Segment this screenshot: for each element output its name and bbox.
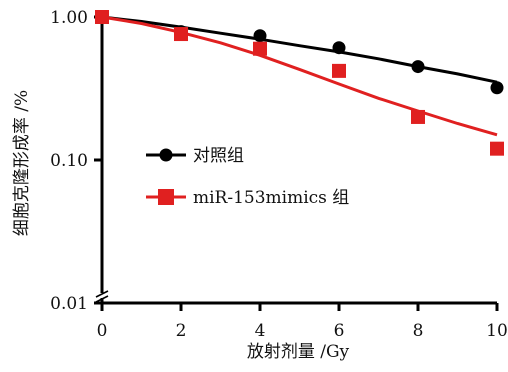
data-point-series-2 (490, 141, 504, 156)
x-tick-label: 6 (334, 321, 345, 341)
x-axis-title: 放射剂量 /Gy (247, 342, 350, 362)
legend-label-series-2: miR-153mimics 组 (193, 188, 349, 208)
y-tick-label: 0.01 (50, 294, 88, 314)
data-point-series-2 (95, 10, 109, 24)
data-point-series-1 (332, 41, 346, 55)
axis-break-mark (95, 290, 109, 298)
y-tick-label: 1.00 (50, 8, 88, 28)
x-tick-label: 8 (413, 321, 424, 341)
axes: 0.01 0.10 1.00 0 2 4 6 8 10 (50, 8, 508, 341)
data-point-series-2 (253, 41, 267, 56)
y-tick-label: 0.10 (50, 151, 88, 171)
legend-marker-series-1 (159, 148, 173, 162)
x-tick-label: 2 (176, 321, 187, 341)
axis-break-mark (95, 295, 109, 303)
data-point-series-2 (332, 63, 346, 78)
data-point-series-1 (253, 29, 267, 43)
y-axis-title: 细胞克隆形成率 /% (12, 90, 32, 236)
x-tick-label: 4 (255, 321, 266, 341)
legend: 对照组 miR-153mimics 组 (146, 146, 349, 208)
legend-label-series-1: 对照组 (193, 146, 244, 166)
x-tick-label: 0 (97, 321, 108, 341)
fit-line-series-1 (101, 15, 498, 84)
legend-marker-series-2 (158, 189, 174, 205)
data-points (95, 10, 504, 156)
fit-line-series-2 (101, 15, 498, 137)
data-point-series-2 (174, 27, 188, 42)
fit-curves (101, 15, 498, 137)
data-point-series-1 (490, 81, 504, 95)
data-point-series-2 (411, 109, 425, 124)
data-point-series-1 (411, 60, 425, 74)
x-tick-label: 10 (486, 321, 508, 341)
